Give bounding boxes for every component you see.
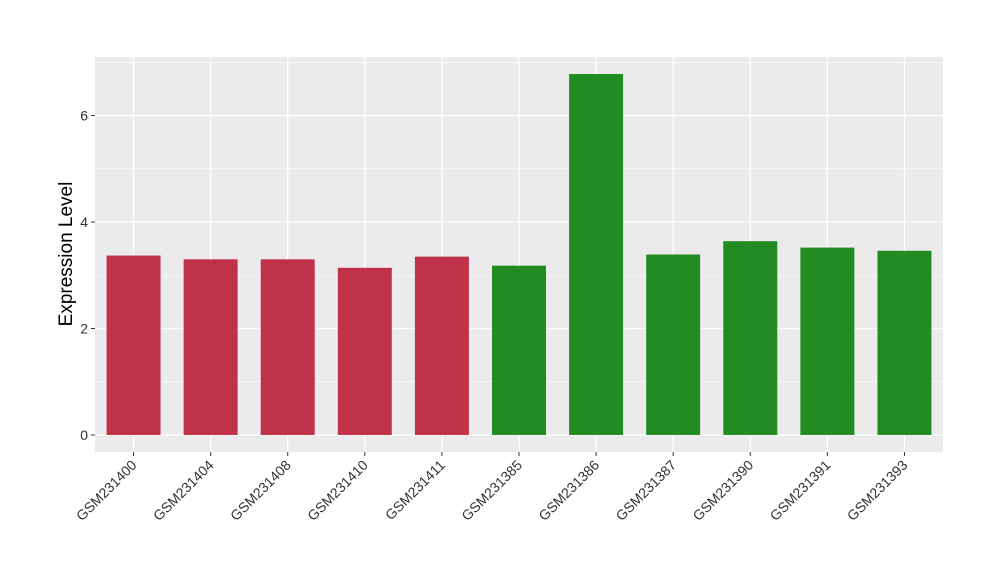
x-tick-label: GSM231411 — [382, 457, 448, 523]
x-tick-label: GSM231387 — [612, 457, 679, 524]
bar-GSM231404 — [183, 259, 238, 435]
x-axis: GSM231400 GSM231404 GSM231408 GSM231410 GSM2… — [73, 452, 911, 524]
y-tick-label: 2 — [80, 320, 88, 336]
bar-GSM231385 — [492, 265, 546, 435]
x-tick-label: GSM231404 — [150, 457, 217, 524]
x-tick-label: GSM231391 — [767, 457, 834, 524]
x-tick-label: GSM231408 — [227, 457, 294, 524]
y-tick-label: 0 — [80, 427, 88, 443]
x-tick-label: GSM231390 — [689, 457, 756, 524]
y-tick-label: 6 — [80, 108, 88, 124]
bars — [106, 74, 932, 435]
bar-GSM231400 — [106, 255, 161, 435]
bar-GSM231410 — [337, 267, 392, 435]
x-tick-label: GSM231385 — [458, 457, 525, 524]
y-axis-title: Expression Level — [56, 182, 77, 327]
bar-GSM231387 — [646, 254, 701, 435]
bar-GSM231408 — [260, 259, 315, 435]
y-tick-label: 4 — [80, 214, 88, 230]
x-tick-label: GSM231393 — [844, 457, 911, 524]
bar-GSM231391 — [800, 247, 855, 435]
x-tick-label: GSM231410 — [304, 457, 371, 524]
x-tick-label: GSM231400 — [73, 457, 140, 524]
x-tick-label: GSM231386 — [535, 457, 602, 524]
y-axis: 0 2 4 6 — [80, 108, 95, 443]
bar-GSM231386 — [569, 74, 624, 435]
bar-GSM231411 — [414, 256, 469, 435]
bar-GSM231390 — [723, 241, 778, 435]
bar-GSM231393 — [877, 250, 932, 435]
